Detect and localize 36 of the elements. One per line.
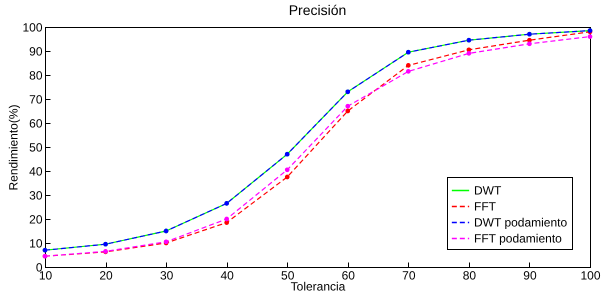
y-tick-label: 30 — [29, 188, 43, 202]
chart-title: Precisión — [288, 2, 346, 18]
y-tick-label: 80 — [29, 68, 43, 82]
x-tick-label: 60 — [342, 268, 356, 282]
x-tick-label: 100 — [580, 268, 601, 282]
x-tick-label: 40 — [220, 268, 234, 282]
y-tick-label: 40 — [29, 164, 43, 178]
x-tick-label: 80 — [462, 268, 476, 282]
point — [284, 167, 290, 172]
point — [527, 41, 532, 46]
point — [284, 174, 290, 180]
point — [345, 108, 350, 114]
y-axis-title: Rendimiento(%) — [6, 104, 20, 191]
point — [224, 216, 230, 222]
x-tick-label: 30 — [160, 268, 174, 282]
y-tick-label: 20 — [29, 212, 43, 226]
x-tick-label: 20 — [99, 268, 114, 282]
legend-label: DWT podamiento — [474, 216, 568, 230]
y-tick-label: 60 — [29, 116, 43, 130]
legend-label: FFT podamiento — [474, 232, 562, 246]
point — [406, 69, 411, 74]
x-tick-label: 50 — [281, 268, 295, 282]
legend-label: FFT — [474, 200, 497, 214]
point — [345, 104, 350, 109]
y-tick-label: 10 — [29, 236, 43, 250]
point — [406, 63, 411, 68]
point — [588, 34, 592, 39]
x-axis-title: Tolerancia — [290, 280, 346, 294]
legend-label: DWT — [474, 184, 502, 198]
point — [466, 51, 472, 56]
x-tick-label: 70 — [402, 268, 416, 282]
y-tick-label: 90 — [29, 44, 43, 58]
y-tick-label: 50 — [29, 140, 43, 154]
y-tick-label: 70 — [29, 92, 43, 106]
y-tick-label: 100 — [22, 20, 43, 34]
x-tick-label: 90 — [523, 268, 537, 282]
